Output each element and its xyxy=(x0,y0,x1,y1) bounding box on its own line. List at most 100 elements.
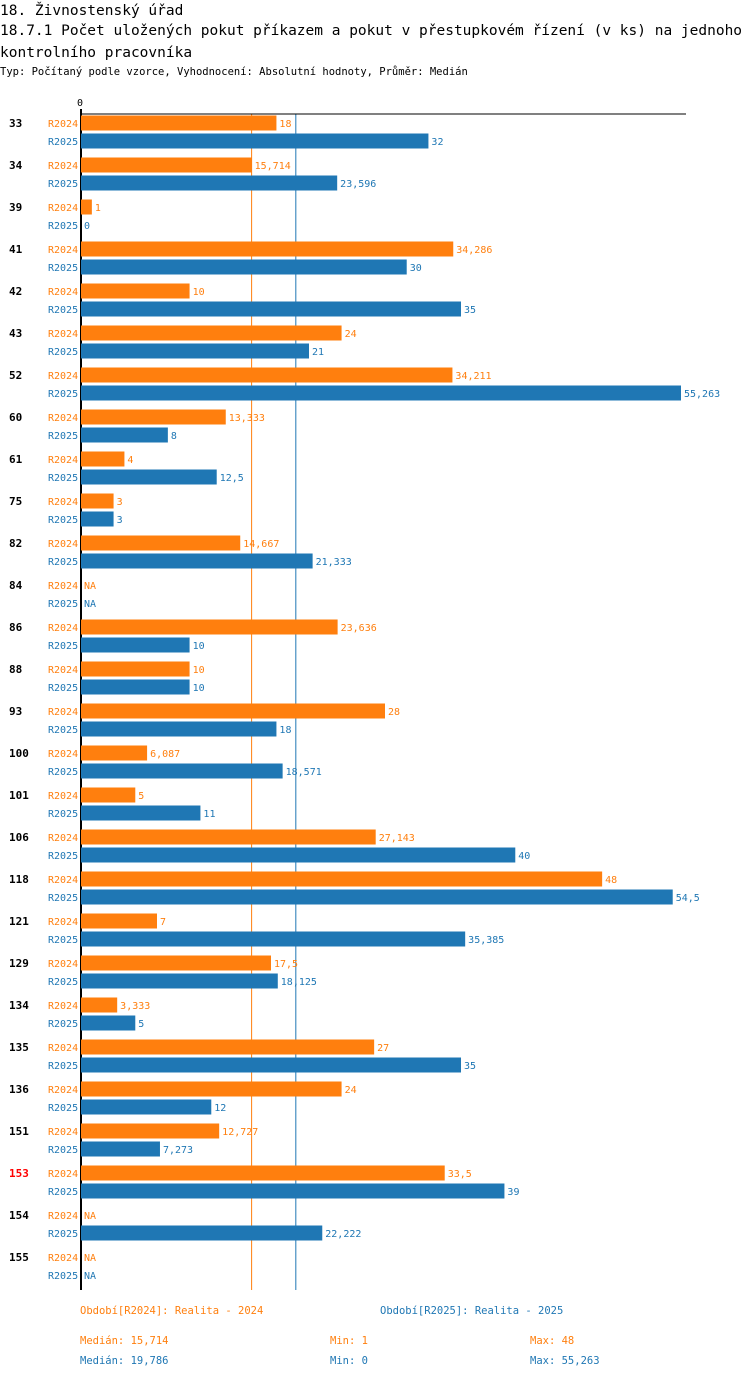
data-label: 23,596 xyxy=(340,179,376,190)
series-label: R2024 xyxy=(48,665,78,676)
page-title: 18. Živnostenský úřad xyxy=(0,3,184,19)
bar-r2024 xyxy=(81,325,342,341)
category-label: 118 xyxy=(9,873,29,886)
bar-r2025 xyxy=(81,385,681,401)
series-label: R2025 xyxy=(48,599,78,610)
series-label: R2025 xyxy=(48,473,78,484)
bar-r2025 xyxy=(81,763,283,779)
series-label: R2024 xyxy=(48,959,78,970)
data-label: 11 xyxy=(203,809,215,820)
series-label: R2025 xyxy=(48,977,78,988)
series-label: R2025 xyxy=(48,1061,78,1072)
bar-r2024 xyxy=(81,1123,220,1139)
bar-r2025 xyxy=(81,805,201,821)
data-label: 40 xyxy=(518,851,530,862)
series-label: R2024 xyxy=(48,245,78,256)
series-label: R2024 xyxy=(48,413,78,424)
data-label: 10 xyxy=(193,665,205,676)
data-label: 3 xyxy=(117,515,123,526)
data-label: 12,727 xyxy=(222,1127,258,1138)
series-label: R2025 xyxy=(48,137,78,148)
bar-r2024 xyxy=(81,787,136,803)
bar-r2024 xyxy=(81,199,92,215)
bar-r2025 xyxy=(81,889,673,905)
data-label: 12 xyxy=(214,1103,226,1114)
category-label: 39 xyxy=(9,201,22,214)
series-label: R2024 xyxy=(48,749,78,760)
data-label: 10 xyxy=(193,287,205,298)
category-label: 134 xyxy=(9,999,29,1012)
bar-r2025 xyxy=(81,1015,136,1031)
series-label: R2024 xyxy=(48,1001,78,1012)
stat-min-r2025: Min: 0 xyxy=(330,1355,368,1367)
category-label: 82 xyxy=(9,537,22,550)
category-label: 136 xyxy=(9,1083,29,1096)
bar-r2024 xyxy=(81,493,114,509)
legend-r2025: Období[R2025]: Realita - 2025 xyxy=(380,1305,564,1317)
series-label: R2024 xyxy=(48,791,78,802)
series-label: R2025 xyxy=(48,1103,78,1114)
data-label: 21,333 xyxy=(316,557,352,568)
series-label: R2024 xyxy=(48,875,78,886)
series-label: R2025 xyxy=(48,809,78,820)
bar-r2024 xyxy=(81,535,241,551)
bar-r2024 xyxy=(81,997,118,1013)
series-label: R2025 xyxy=(48,1229,78,1240)
category-label: 41 xyxy=(9,243,23,256)
category-label: 121 xyxy=(9,915,29,928)
bar-r2025 xyxy=(81,301,462,317)
series-label: R2024 xyxy=(48,539,78,550)
category-label: 33 xyxy=(9,117,22,130)
data-label: 5 xyxy=(138,791,144,802)
data-label: 1 xyxy=(95,203,101,214)
bar-r2025 xyxy=(81,553,313,569)
category-label: 101 xyxy=(9,789,29,802)
data-label: 39 xyxy=(507,1187,519,1198)
category-label: 151 xyxy=(9,1125,29,1138)
data-label: 55,263 xyxy=(684,389,720,400)
stat-max-r2024: Max: 48 xyxy=(530,1335,575,1347)
data-label: 10 xyxy=(193,641,205,652)
data-label: NA xyxy=(84,599,96,610)
series-label: R2025 xyxy=(48,1187,78,1198)
bar-r2024 xyxy=(81,871,603,887)
category-label: 129 xyxy=(9,957,29,970)
category-label: 100 xyxy=(9,747,29,760)
series-label: R2024 xyxy=(48,623,78,634)
series-label: R2024 xyxy=(48,329,78,340)
bar-r2024 xyxy=(81,829,376,845)
category-label: 153 xyxy=(9,1167,29,1180)
series-label: R2024 xyxy=(48,1085,78,1096)
category-label: 135 xyxy=(9,1041,29,1054)
data-label: 35,385 xyxy=(468,935,504,946)
series-label: R2025 xyxy=(48,347,78,358)
series-label: R2024 xyxy=(48,917,78,928)
series-label: R2025 xyxy=(48,1145,78,1156)
bar-r2025 xyxy=(81,133,429,149)
data-label: 35 xyxy=(464,305,476,316)
data-label: 24 xyxy=(345,1085,357,1096)
category-label: 155 xyxy=(9,1251,29,1264)
series-label: R2025 xyxy=(48,893,78,904)
stat-median-r2024: Medián: 15,714 xyxy=(80,1335,169,1347)
series-label: R2025 xyxy=(48,683,78,694)
series-label: R2025 xyxy=(48,515,78,526)
bar-r2025 xyxy=(81,847,516,863)
bar-r2025 xyxy=(81,679,190,695)
series-label: R2024 xyxy=(48,455,78,466)
stat-max-r2025: Max: 55,263 xyxy=(530,1355,600,1367)
bar-r2024 xyxy=(81,703,386,719)
data-label: 30 xyxy=(410,263,422,274)
data-label: NA xyxy=(84,1253,96,1264)
bar-r2024 xyxy=(81,283,190,299)
bar-r2024 xyxy=(81,1165,445,1181)
series-label: R2024 xyxy=(48,1043,78,1054)
data-label: 14,667 xyxy=(243,539,279,550)
bar-r2025 xyxy=(81,469,217,485)
series-label: R2025 xyxy=(48,641,78,652)
data-label: 4 xyxy=(127,455,133,466)
data-label: 8 xyxy=(171,431,177,442)
data-label: 34,211 xyxy=(455,371,491,382)
category-label: 34 xyxy=(9,159,23,172)
